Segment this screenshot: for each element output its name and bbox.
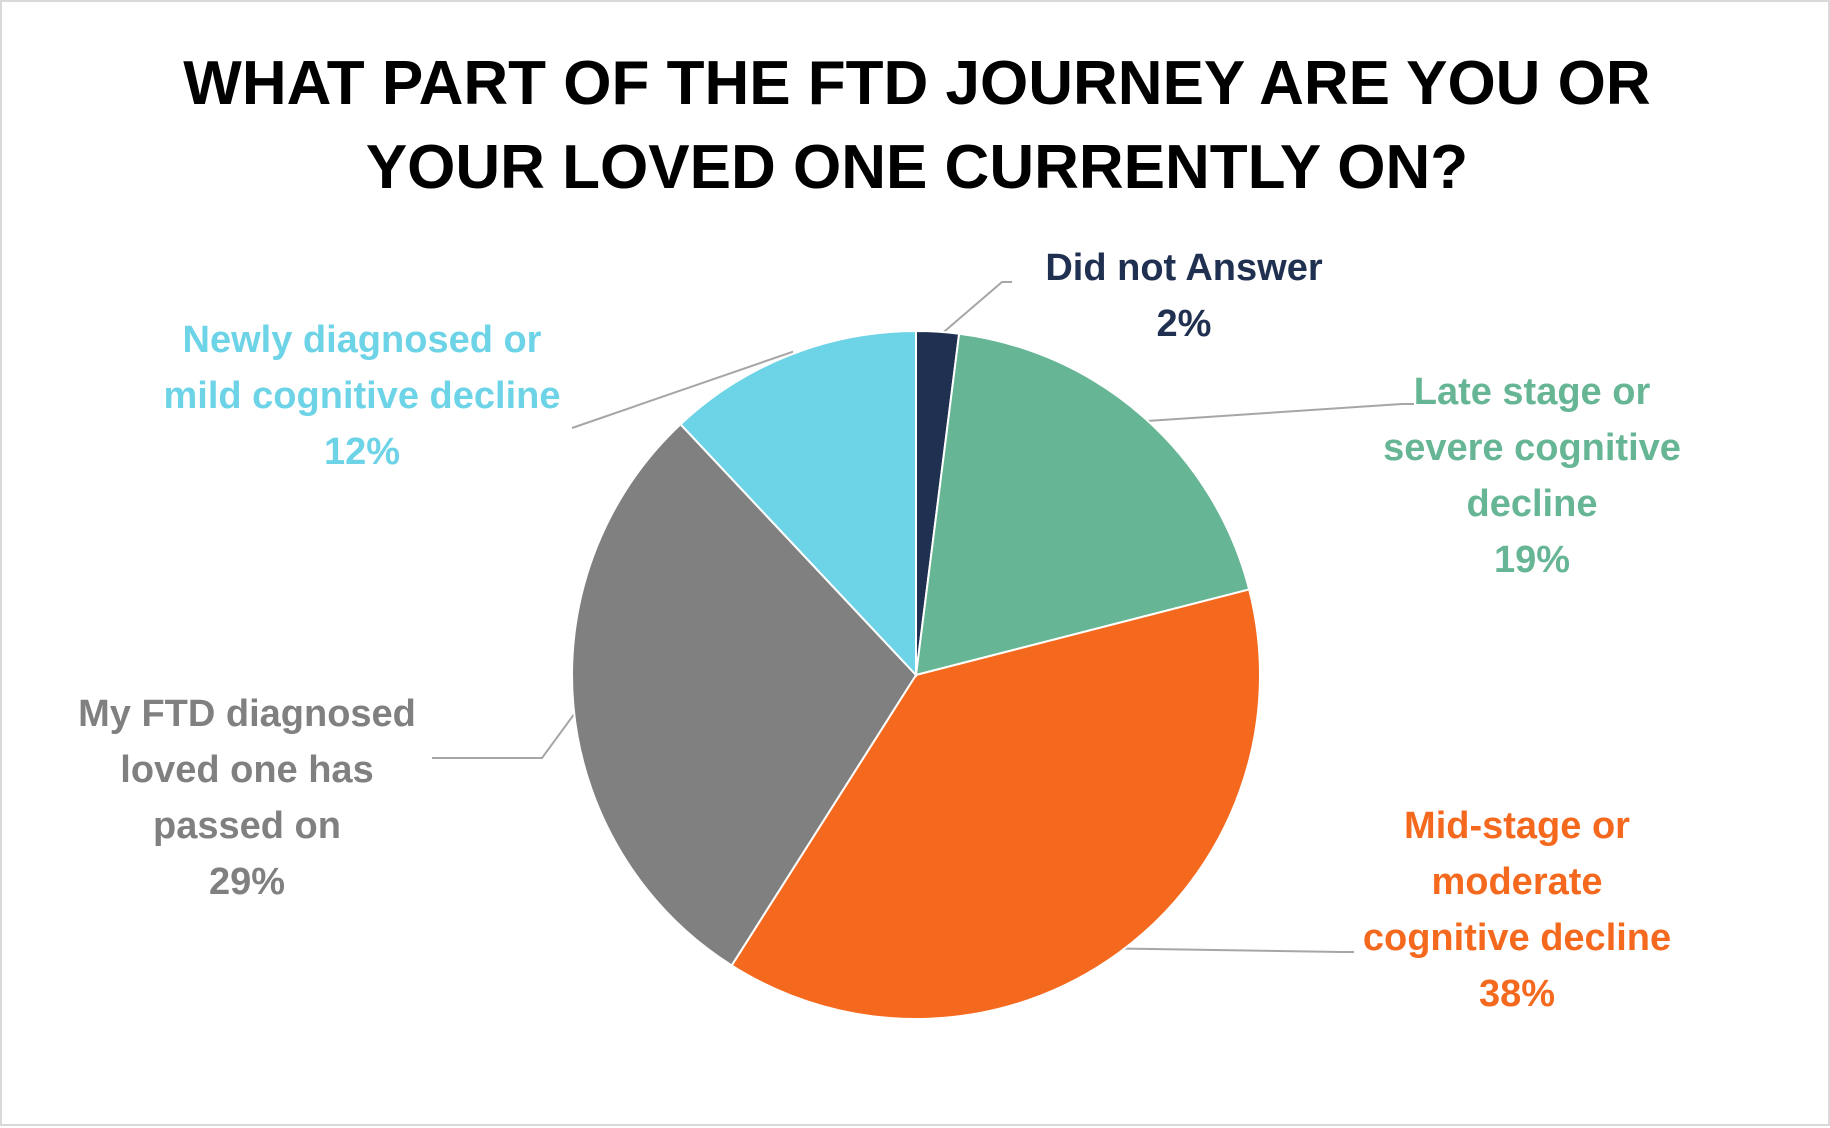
data-label-mid-stage-line-3: cognitive decline (1362, 917, 1672, 959)
data-label-late-stage: Late stage or severe cognitive decline 1… (1347, 364, 1717, 588)
data-label-passed-on-line-3: passed on (153, 805, 341, 847)
pie-slice-late-stage (914, 332, 1251, 677)
data-label-mid-stage-line-1: Mid-stage or (1404, 805, 1630, 847)
pie-slices (571, 329, 1261, 1020)
data-label-mid-stage-percent: 38% (1478, 973, 1556, 1015)
data-label-late-stage-percent: 19% (1493, 539, 1571, 581)
data-label-newly-diagnosed-line-1: Newly diagnosed or (182, 319, 542, 361)
pie-slice-mid-stage (730, 588, 1261, 1020)
data-label-mid-stage-line-2: moderate (1431, 861, 1603, 903)
pie-slice-newly-diagnosed (679, 329, 917, 678)
data-label-passed-on: My FTD diagnosed loved one has passed on… (42, 686, 452, 910)
data-label-mid-stage: Mid-stage or moderate cognitive decline … (1322, 798, 1712, 1022)
data-label-did-not-answer-percent: 2% (1156, 303, 1212, 345)
data-label-newly-diagnosed-line-2: mild cognitive decline (163, 375, 561, 417)
leader-line-passed-on (432, 706, 581, 759)
data-label-late-stage-line-1: Late stage or (1413, 371, 1651, 413)
data-label-passed-on-line-2: loved one has (120, 749, 374, 791)
leader-line-late-stage (1139, 403, 1414, 423)
data-label-passed-on-percent: 29% (208, 861, 286, 903)
data-label-newly-diagnosed-percent: 12% (323, 431, 401, 473)
data-label-did-not-answer-line-1: Did not Answer (1045, 247, 1323, 289)
chart-title-line-2: YOUR LOVED ONE CURRENTLY ON? (365, 133, 1469, 202)
chart-title-line-1: WHAT PART OF THE FTD JOURNEY ARE YOU OR (183, 49, 1651, 118)
leader-line-mid-stage (1114, 947, 1354, 953)
data-label-did-not-answer: Did not Answer 2% (1024, 240, 1344, 352)
data-label-late-stage-line-2: severe cognitive (1383, 427, 1681, 469)
data-label-late-stage-line-3: decline (1466, 483, 1598, 525)
chart-title: WHAT PART OF THE FTD JOURNEY ARE YOU OR … (2, 42, 1830, 210)
pie-slice-passed-on (571, 422, 918, 967)
data-label-passed-on-line-1: My FTD diagnosed (78, 693, 416, 735)
data-label-newly-diagnosed: Newly diagnosed or mild cognitive declin… (122, 312, 602, 480)
leader-line-did-not-answer (936, 281, 1012, 339)
